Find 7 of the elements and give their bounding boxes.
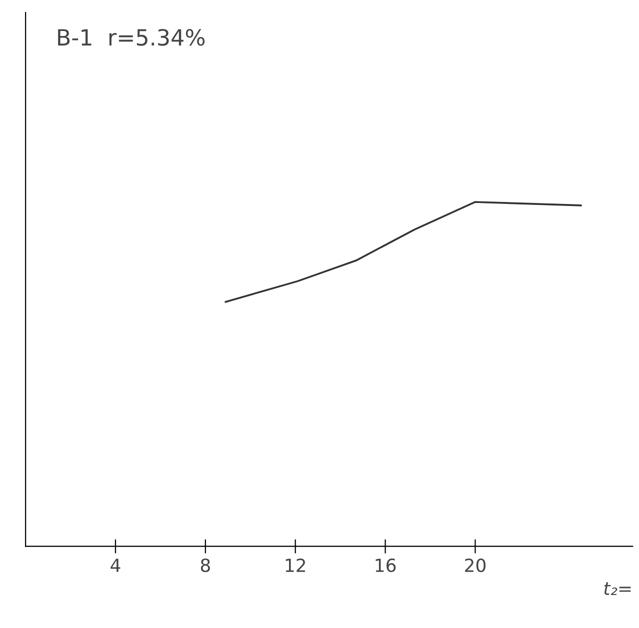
x-tick-label: 8	[200, 558, 210, 572]
x-tick-label: 4	[110, 558, 120, 572]
x-axis-title: t₂=	[604, 582, 631, 595]
x-tick-label: 20	[465, 558, 486, 572]
x-tick-label: 12	[286, 558, 306, 572]
chart-title: B-1 r=5.34%	[58, 28, 205, 46]
x-tick-label: 16	[376, 558, 396, 572]
